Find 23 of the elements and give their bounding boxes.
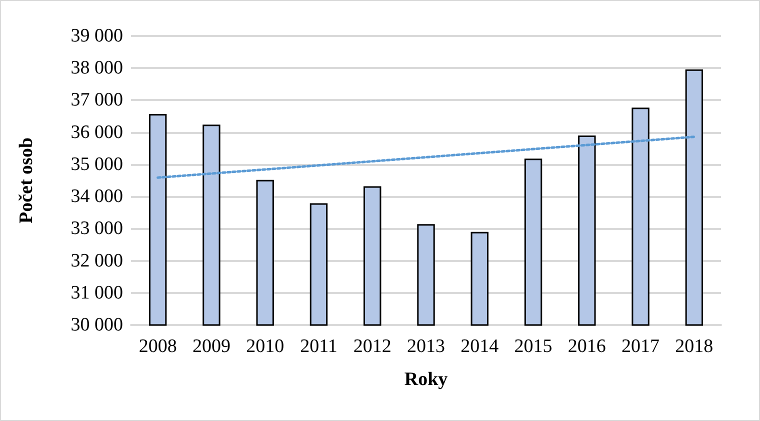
y-tick-label: 31 000 bbox=[70, 282, 123, 304]
y-tick-label: 39 000 bbox=[70, 26, 123, 46]
y-tick-label: 35 000 bbox=[70, 154, 123, 175]
y-axis-title: Počet osob bbox=[16, 137, 37, 224]
x-tick-label: 2017 bbox=[622, 336, 660, 357]
y-tick-label: 33 000 bbox=[70, 218, 123, 240]
y-tick-label: 34 000 bbox=[70, 186, 123, 208]
x-tick-label: 2015 bbox=[514, 336, 552, 357]
x-tick-label: 2016 bbox=[568, 336, 606, 357]
y-tick-label: 36 000 bbox=[70, 122, 123, 143]
x-tick-label: 2008 bbox=[138, 336, 177, 357]
x-tick-label: 2011 bbox=[300, 336, 338, 357]
x-tick-label: 2010 bbox=[246, 336, 284, 357]
x-tick-label: 2014 bbox=[460, 336, 500, 357]
y-tick-label: 37 000 bbox=[70, 90, 123, 111]
y-tick-label: 38 000 bbox=[70, 58, 123, 79]
x-tick-label: 2012 bbox=[353, 336, 392, 357]
x-axis-title: Roky bbox=[404, 369, 448, 390]
y-tick-label: 30 000 bbox=[70, 314, 123, 336]
x-tick-label: 2009 bbox=[192, 336, 230, 357]
x-tick-label: 2013 bbox=[407, 336, 445, 357]
y-tick-label: 32 000 bbox=[70, 250, 123, 272]
x-tick-label: 2018 bbox=[675, 336, 714, 357]
